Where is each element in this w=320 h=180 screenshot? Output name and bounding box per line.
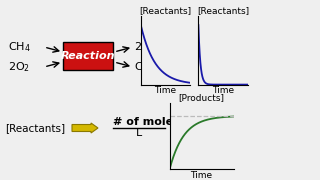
Title: [Reactants]: [Reactants] (140, 6, 192, 15)
Text: $\rm CO_2$: $\rm CO_2$ (134, 60, 157, 74)
Text: $\rm 2H_2O$: $\rm 2H_2O$ (134, 40, 165, 54)
Title: [Products]: [Products] (179, 93, 225, 102)
X-axis label: Time: Time (212, 86, 234, 95)
Text: Reaction: Reaction (61, 51, 115, 61)
X-axis label: Time: Time (190, 171, 213, 180)
X-axis label: Time: Time (155, 86, 177, 95)
Title: [Reactants]: [Reactants] (197, 6, 249, 15)
Text: L: L (136, 128, 142, 138)
Text: # of moles: # of moles (113, 117, 180, 127)
FancyArrow shape (72, 123, 98, 133)
Text: $\rm 2O_2$: $\rm 2O_2$ (8, 60, 30, 74)
FancyBboxPatch shape (63, 42, 113, 70)
Text: $\rm CH_4$: $\rm CH_4$ (8, 40, 31, 54)
Text: [Reactants]: [Reactants] (5, 123, 65, 133)
